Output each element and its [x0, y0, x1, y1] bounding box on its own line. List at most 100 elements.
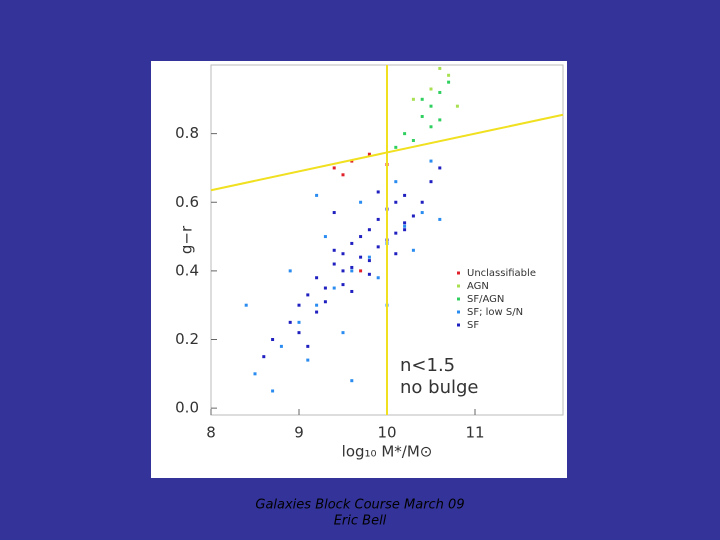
legend-label: SF	[467, 320, 479, 331]
point	[420, 114, 424, 118]
point	[420, 200, 424, 204]
point	[350, 269, 354, 273]
point	[403, 228, 407, 232]
point	[297, 331, 301, 335]
y-tick-label: 0.4	[175, 261, 199, 279]
legend-marker	[457, 284, 460, 288]
y-tick-label: 0.0	[175, 399, 199, 417]
x-tick-label: 8	[206, 424, 216, 442]
point	[411, 248, 415, 252]
point	[332, 286, 336, 290]
point	[350, 379, 354, 383]
point	[350, 289, 354, 293]
point	[403, 132, 407, 136]
annotation: no bulge	[400, 377, 478, 398]
point	[447, 73, 451, 77]
point	[341, 269, 345, 273]
point	[288, 269, 292, 273]
point	[403, 221, 407, 225]
point	[367, 259, 371, 263]
point	[262, 355, 266, 359]
point	[394, 252, 398, 256]
point	[341, 173, 345, 177]
y-axis-label: g−r	[178, 225, 196, 254]
point	[359, 200, 363, 204]
point	[420, 97, 424, 101]
point	[323, 300, 327, 304]
point	[315, 303, 319, 307]
point	[271, 338, 275, 342]
point	[323, 286, 327, 290]
point	[411, 97, 415, 101]
point	[438, 166, 442, 170]
legend-label: SF/AGN	[467, 294, 504, 305]
point	[403, 224, 407, 228]
legend-marker	[457, 297, 460, 301]
point	[332, 166, 336, 170]
point	[455, 104, 459, 108]
point	[420, 211, 424, 215]
point	[279, 344, 283, 348]
point	[332, 262, 336, 266]
legend-marker	[457, 323, 460, 327]
point	[394, 180, 398, 184]
chart-panel	[151, 61, 567, 478]
point	[359, 255, 363, 259]
x-tick-label: 11	[465, 424, 484, 442]
legend-label: Unclassifiable	[467, 268, 536, 279]
point	[359, 269, 363, 273]
point	[429, 125, 433, 129]
point	[341, 252, 345, 256]
point	[244, 303, 248, 307]
point	[332, 211, 336, 215]
footer-text: Galaxies Block Course March 09	[255, 498, 464, 513]
point	[438, 66, 442, 70]
point	[438, 217, 442, 221]
point	[447, 80, 451, 84]
point	[438, 118, 442, 122]
legend-label: SF; low S/N	[467, 307, 523, 318]
legend-label: AGN	[467, 281, 489, 292]
footer-text: Eric Bell	[334, 514, 387, 529]
point	[341, 283, 345, 287]
legend-marker	[457, 310, 460, 314]
point	[350, 241, 354, 245]
point	[315, 310, 319, 314]
point	[315, 193, 319, 197]
point	[394, 200, 398, 204]
point	[297, 303, 301, 307]
point	[288, 320, 292, 324]
point	[376, 217, 380, 221]
point	[429, 159, 433, 163]
point	[411, 138, 415, 142]
point	[306, 358, 310, 362]
point	[297, 320, 301, 324]
point	[332, 248, 336, 252]
x-tick-label: 9	[294, 424, 304, 442]
x-axis-label: log₁₀ M*/M⊙	[342, 443, 433, 461]
point	[394, 231, 398, 235]
point	[403, 193, 407, 197]
point	[350, 265, 354, 269]
legend-marker	[457, 271, 460, 275]
point	[438, 90, 442, 94]
point	[376, 276, 380, 280]
y-tick-label: 0.2	[175, 330, 199, 348]
annotation: n<1.5	[400, 355, 455, 376]
point	[367, 272, 371, 276]
point	[315, 276, 319, 280]
y-tick-label: 0.6	[175, 193, 199, 211]
point	[429, 87, 433, 91]
point	[376, 245, 380, 249]
point	[367, 152, 371, 156]
point	[253, 372, 257, 376]
point	[376, 190, 380, 194]
point	[367, 228, 371, 232]
point	[323, 235, 327, 239]
point	[350, 159, 354, 163]
point	[367, 255, 371, 259]
point	[429, 104, 433, 108]
point	[411, 214, 415, 218]
point	[394, 145, 398, 149]
